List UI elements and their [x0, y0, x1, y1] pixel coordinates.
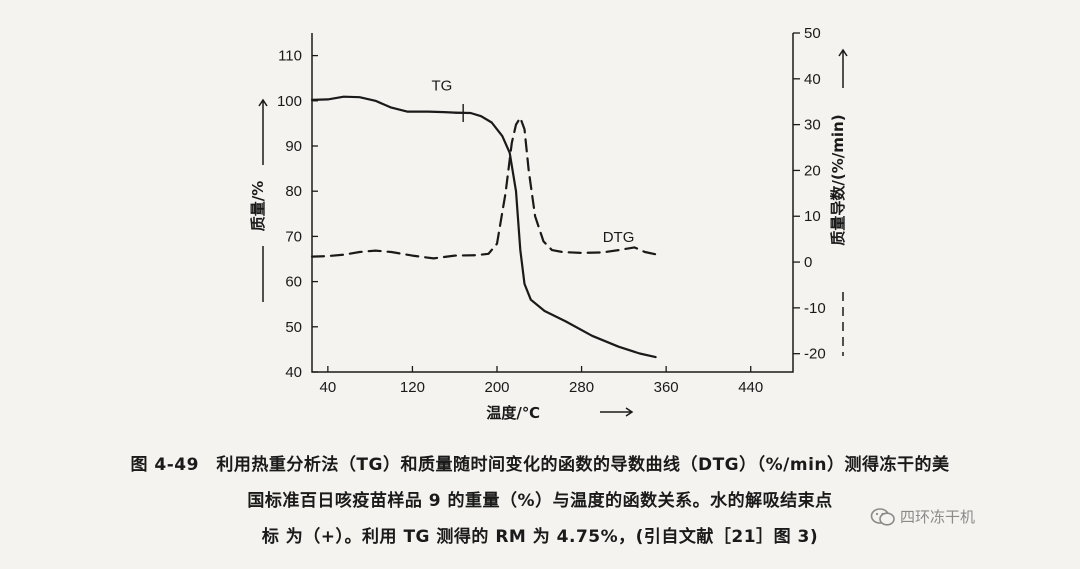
x-tick-label: 40	[320, 379, 337, 396]
y-right-axis-arrow-up	[838, 48, 848, 88]
y-right-tick-label: -10	[804, 300, 826, 317]
x-tick-label: 200	[484, 379, 509, 396]
y-right-tick-label: 50	[804, 25, 821, 42]
x-axis-label: 温度/℃	[486, 404, 540, 422]
x-tick-label: 120	[400, 379, 425, 396]
plot-axes	[311, 33, 794, 373]
x-tick-label: 440	[738, 379, 763, 396]
series-lines	[310, 95, 657, 359]
dtg-series-label: DTG	[603, 229, 635, 246]
wechat-icon	[870, 507, 895, 526]
y-left-tick-label: 90	[285, 138, 302, 155]
y-left-tick-label: 80	[285, 183, 302, 200]
y-right-tick-label: 10	[804, 208, 821, 225]
figure-caption-line-3: 标 为（+）。利用 TG 测得的 RM 为 4.75%，(引自文献［21］图 3…	[261, 527, 819, 547]
y-right-axis-ticks: -20 -10 0 10 20 30 40 50	[793, 25, 826, 363]
plot-frame	[311, 33, 794, 373]
x-tick-label: 360	[654, 379, 679, 396]
y-left-tick-label: 100	[277, 93, 302, 110]
series-labels: TG DTG	[431, 77, 634, 245]
desorption-end-marker	[455, 104, 472, 123]
y-left-axis-label: 质量/%	[249, 181, 267, 232]
figure-caption-line-1: 图 4-49 利用热重分析法（TG）和质量随时间变化的函数的导数曲线（DTG）（…	[130, 455, 950, 475]
y-right-tick-label: 30	[804, 117, 821, 134]
figure-caption-line-2: 国标准百日咳疫苗样品 9 的重量（%）与温度的函数关系。水的解吸结束点	[247, 491, 833, 511]
y-right-tick-label: 20	[804, 162, 821, 179]
x-tick-label: 280	[569, 379, 594, 396]
y-left-tick-label: 40	[285, 364, 302, 381]
watermark: 四环冻干机	[870, 506, 975, 527]
watermark-text: 四环冻干机	[900, 508, 976, 526]
y-right-axis-label: 质量导数/(%/min)	[829, 114, 847, 245]
series-line-tg-1	[453, 111, 657, 359]
series-line-tg-0	[310, 95, 456, 114]
y-right-tick-label: 40	[804, 71, 821, 88]
tg-series-label: TG	[431, 77, 452, 94]
y-left-tick-label: 110	[278, 48, 302, 65]
series-line-dtg-2	[310, 116, 657, 260]
y-left-tick-label: 50	[285, 319, 302, 336]
y-right-tick-label: -20	[804, 346, 826, 363]
x-axis-arrow	[600, 407, 634, 417]
y-left-tick-label: 70	[285, 228, 302, 245]
y-left-tick-label: 60	[285, 274, 302, 291]
x-axis-ticks: 40 120 200 280 360 440	[320, 366, 763, 396]
y-right-tick-label: 0	[804, 254, 812, 271]
y-left-axis-arrow-up	[258, 98, 268, 165]
